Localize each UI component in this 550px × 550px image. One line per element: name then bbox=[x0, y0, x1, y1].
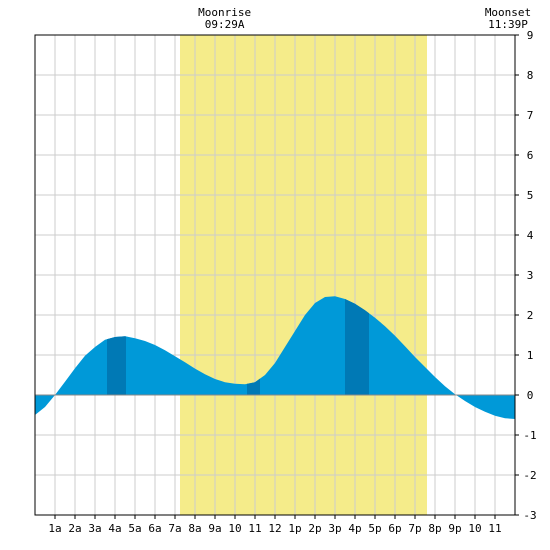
x-tick-label: 8p bbox=[428, 522, 441, 535]
tide-area bbox=[35, 296, 515, 419]
x-tick-label: 11 bbox=[248, 522, 261, 535]
x-tick-label: 3a bbox=[88, 522, 101, 535]
x-tick-label: 4p bbox=[348, 522, 361, 535]
y-tick-label: -3 bbox=[523, 509, 536, 522]
x-tick-label: 1a bbox=[48, 522, 61, 535]
x-tick-label: 9p bbox=[448, 522, 461, 535]
y-tick-label: 1 bbox=[527, 349, 534, 362]
x-tick-label: 11 bbox=[488, 522, 501, 535]
annotation-time: 11:39P bbox=[488, 18, 528, 31]
annotation-label: Moonset bbox=[485, 6, 531, 19]
y-tick-label: 4 bbox=[527, 229, 534, 242]
y-tick-label: -2 bbox=[523, 469, 536, 482]
y-tick-label: 9 bbox=[527, 29, 534, 42]
x-tick-label: 7p bbox=[408, 522, 421, 535]
x-tick-label: 3p bbox=[328, 522, 341, 535]
y-tick-label: 0 bbox=[527, 389, 534, 402]
y-tick-label: 2 bbox=[527, 309, 534, 322]
x-tick-label: 2a bbox=[68, 522, 81, 535]
x-tick-label: 7a bbox=[168, 522, 181, 535]
x-tick-label: 9a bbox=[208, 522, 221, 535]
x-tick-label: 12 bbox=[268, 522, 281, 535]
x-tick-label: 5a bbox=[128, 522, 141, 535]
x-tick-label: 6a bbox=[148, 522, 161, 535]
x-tick-label: 1p bbox=[288, 522, 301, 535]
annotation-time: 09:29A bbox=[205, 18, 245, 31]
x-tick-label: 8a bbox=[188, 522, 201, 535]
y-tick-label: 6 bbox=[527, 149, 534, 162]
y-tick-label: 5 bbox=[527, 189, 534, 202]
annotation-label: Moonrise bbox=[198, 6, 251, 19]
y-tick-label: 7 bbox=[527, 109, 534, 122]
x-tick-label: 2p bbox=[308, 522, 321, 535]
x-tick-label: 5p bbox=[368, 522, 381, 535]
x-tick-label: 10 bbox=[228, 522, 241, 535]
y-tick-label: -1 bbox=[523, 429, 536, 442]
y-tick-label: 3 bbox=[527, 269, 534, 282]
y-tick-label: 8 bbox=[527, 69, 534, 82]
x-tick-label: 6p bbox=[388, 522, 401, 535]
x-tick-label: 10 bbox=[468, 522, 481, 535]
x-tick-label: 4a bbox=[108, 522, 121, 535]
